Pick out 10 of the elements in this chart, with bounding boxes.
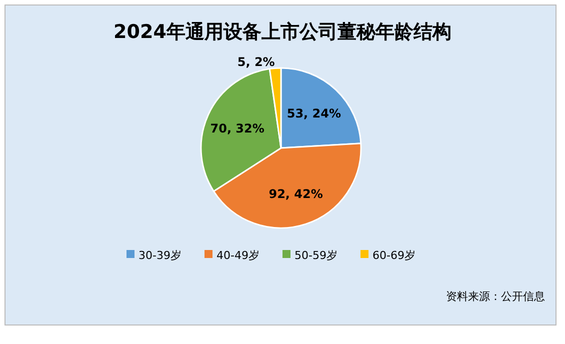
legend-label: 60-69岁 <box>372 248 416 262</box>
data-label: 53, 24% <box>286 106 342 120</box>
legend-label: 40-49岁 <box>216 248 260 262</box>
data-label: 5, 2% <box>237 55 275 70</box>
chart-title: 2024年通用设备上市公司董秘年龄结构 <box>114 21 452 43</box>
text: 资料来源：公开信息 <box>446 290 545 303</box>
legend-label: 50-59岁 <box>294 248 338 262</box>
data-label: 70, 32% <box>210 121 264 136</box>
legend-label: 30-39岁 <box>138 248 182 262</box>
data-label: 92, 42% <box>268 186 323 201</box>
